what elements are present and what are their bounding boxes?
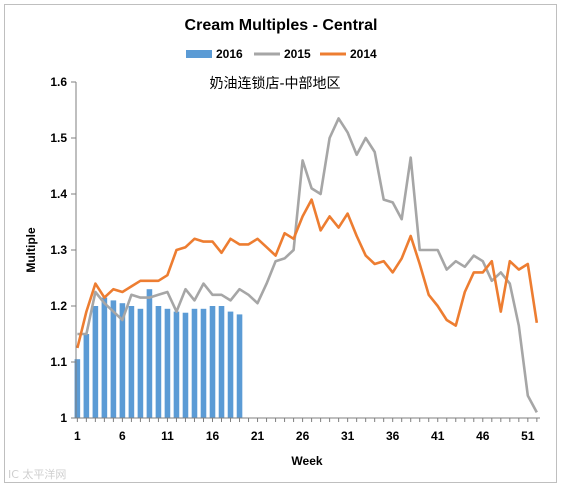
y-tick-label: 1.3 [50,243,67,257]
y-axis-label: Multiple [24,227,38,273]
chart-annotation: 奶油连锁店-中部地区 [209,76,340,92]
bar-2016-week-12 [173,311,180,418]
x-tick-label: 1 [74,429,81,443]
bar-2016-week-3 [92,306,99,418]
bar-2016-week-2 [83,334,90,418]
line-series-2015 [77,117,538,414]
bar-2016-week-10 [155,306,162,418]
watermark: IC 太平洋网 [8,467,66,481]
bar-2016-week-9 [146,289,153,418]
bar-2016-week-15 [200,308,207,418]
y-tick-label: 1.6 [50,75,67,89]
chart-frame [4,4,557,483]
line-series-group [76,117,539,414]
bar-2016-week-11 [164,308,171,418]
x-tick-label: 6 [119,429,126,443]
x-tick-label: 11 [161,429,174,443]
chart-title: Cream Multiples - Central [185,17,378,34]
legend-label-2014: 2014 [350,47,377,61]
bar-2016-week-19 [236,314,243,418]
x-tick-label: 16 [206,429,220,443]
bar-2016-week-14 [191,308,198,418]
y-tick-label: 1.4 [50,187,67,201]
bar-2016-week-16 [209,306,216,418]
bar-2016-week-18 [227,311,234,418]
bar-2016-week-4 [101,297,108,418]
x-tick-label: 41 [431,429,445,443]
bar-2016-week-7 [128,306,135,418]
bar-2016-week-13 [182,312,189,418]
y-tick-label: 1.5 [50,131,67,145]
legend-label-2016: 2016 [216,47,243,61]
bar-2016-week-1 [74,359,81,418]
bar-2016-week-17 [218,306,225,418]
x-tick-label: 31 [341,429,355,443]
axes: 11.11.21.31.41.51.61 6 11 16 21 26 31 36 41 46 51 [50,75,540,443]
bar-2016-week-6 [119,303,126,418]
x-tick-label: 36 [386,429,400,443]
bar-2016-week-8 [137,308,144,418]
legend-label-2015: 2015 [284,47,311,61]
bar-2016-week-5 [110,300,117,418]
x-tick-label: 46 [476,429,490,443]
x-tick-label: 51 [521,429,535,443]
y-tick-label: 1.2 [50,299,67,313]
y-tick-label: 1.1 [50,355,67,369]
x-tick-label: 21 [251,429,265,443]
y-tick-label: 1 [60,411,67,425]
x-axis-label: Week [291,454,322,468]
line-series-2014 [76,198,539,349]
legend: 2016 2015 2014 [186,47,377,61]
x-tick-label: 26 [296,429,310,443]
bar-series-2016 [74,289,243,418]
legend-swatch-2016 [186,50,212,58]
